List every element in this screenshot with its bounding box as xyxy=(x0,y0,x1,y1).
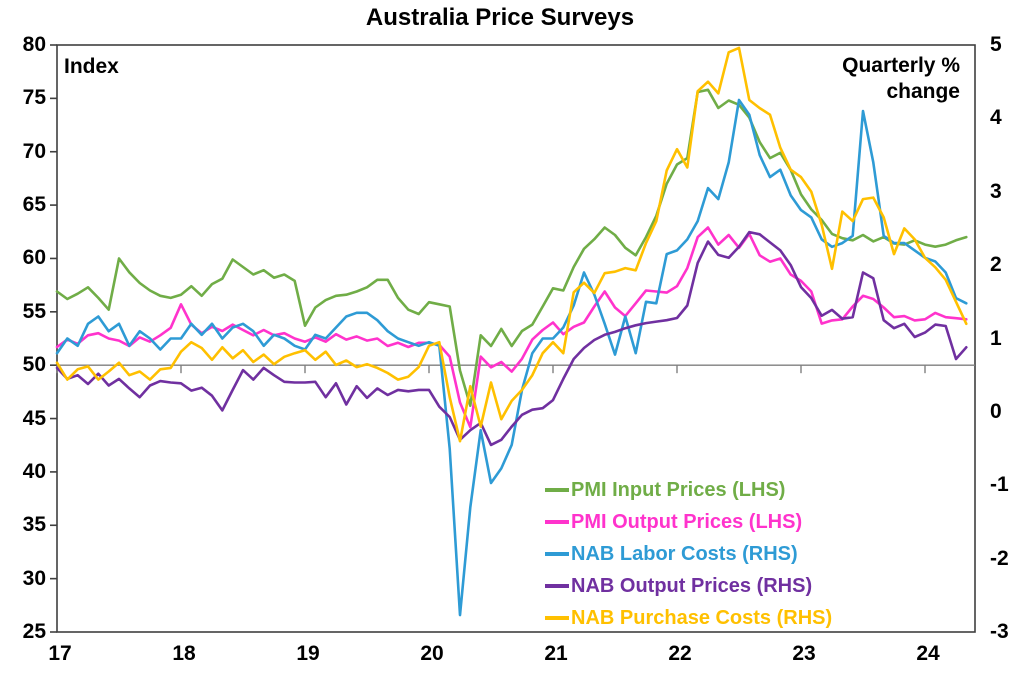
left-axis-tick-label: 70 xyxy=(22,139,46,163)
legend-item: NAB Output Prices (RHS) xyxy=(545,570,832,602)
left-axis-tick-label: 35 xyxy=(22,513,46,537)
legend-item: NAB Purchase Costs (RHS) xyxy=(545,602,832,634)
legend-dash-icon xyxy=(545,552,569,556)
x-axis-tick-label: 17 xyxy=(48,642,72,665)
legend-item: NAB Labor Costs (RHS) xyxy=(545,538,832,570)
left-axis-tick-label: 75 xyxy=(22,86,46,110)
legend-label: NAB Purchase Costs (RHS) xyxy=(571,606,833,629)
right-axis-tick-label: -1 xyxy=(990,473,1009,497)
left-axis-tick-label: 45 xyxy=(22,406,46,430)
legend-label: NAB Labor Costs (RHS) xyxy=(571,542,798,565)
left-axis-tick-label: 30 xyxy=(22,566,46,590)
legend: PMI Input Prices (LHS) PMI Output Prices … xyxy=(545,474,832,634)
right-axis-tick-label: -3 xyxy=(990,620,1009,643)
right-axis-tick-label: 2 xyxy=(990,253,1002,277)
legend-dash-icon xyxy=(545,488,569,492)
right-axis-tick-label: 3 xyxy=(990,179,1002,203)
left-axis-tick-label: 60 xyxy=(22,246,46,270)
left-axis-tick-label: 50 xyxy=(22,353,46,377)
legend-item: PMI Output Prices (LHS) xyxy=(545,506,832,538)
x-axis-tick-label: 18 xyxy=(172,642,196,665)
right-axis-tick-label: 5 xyxy=(990,33,1002,56)
left-axis-tick-label: 40 xyxy=(22,459,46,483)
legend-dash-icon xyxy=(545,520,569,524)
legend-dash-icon xyxy=(545,584,569,588)
legend-label: PMI Output Prices (LHS) xyxy=(571,510,803,533)
x-axis-tick-label: 22 xyxy=(668,642,692,665)
right-axis-tick-label: 4 xyxy=(990,106,1002,130)
x-axis-tick-label: 23 xyxy=(792,642,816,665)
legend-dash-icon xyxy=(545,616,569,620)
left-axis-tick-label: 80 xyxy=(22,33,46,56)
x-axis-tick-label: 21 xyxy=(544,642,568,665)
x-axis-tick-label: 20 xyxy=(420,642,444,665)
right-axis-unit-label: Quarterly % change xyxy=(842,54,960,103)
legend-label: NAB Output Prices (RHS) xyxy=(571,574,813,597)
x-axis-tick-label: 19 xyxy=(296,642,320,665)
left-axis-tick-label: 55 xyxy=(22,299,46,323)
legend-item: PMI Input Prices (LHS) xyxy=(545,474,832,506)
legend-label: PMI Input Prices (LHS) xyxy=(571,478,786,501)
left-axis-tick-label: 65 xyxy=(22,193,46,217)
right-axis-tick-label: 1 xyxy=(990,326,1002,350)
left-axis-tick-label: 25 xyxy=(22,620,46,643)
left-axis-unit-label: Index xyxy=(64,55,119,78)
right-axis-tick-label: -2 xyxy=(990,546,1009,570)
chart-title: Australia Price Surveys xyxy=(365,4,635,31)
right-axis-tick-label: 0 xyxy=(990,399,1002,423)
x-axis-tick-label: 24 xyxy=(916,642,940,665)
